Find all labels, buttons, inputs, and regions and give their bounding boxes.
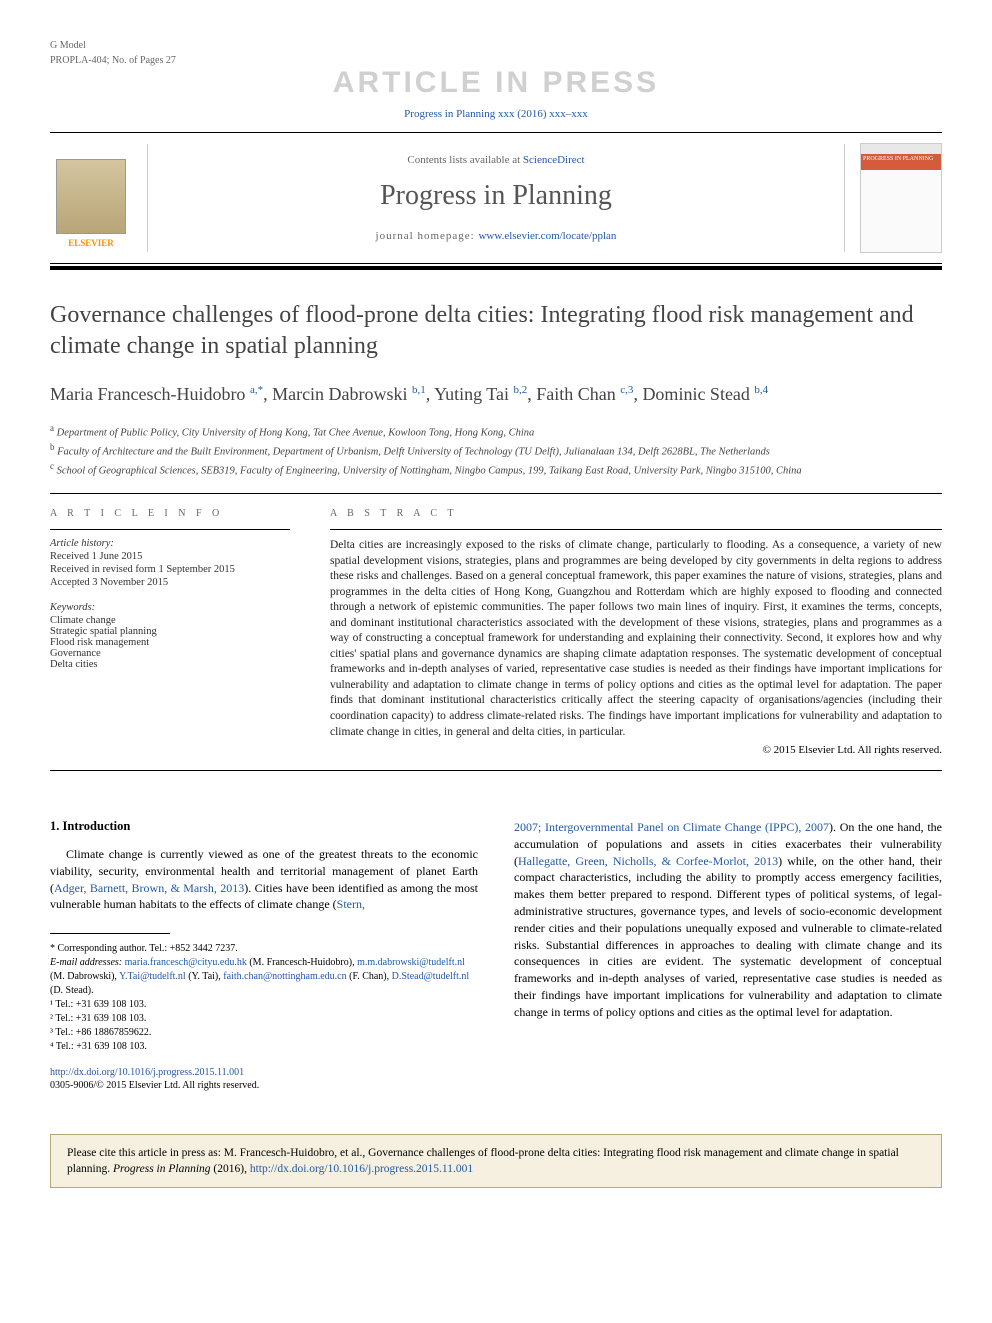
- tel-footnote: ⁴ Tel.: +31 639 108 103.: [50, 1040, 478, 1054]
- email-link[interactable]: faith.chan@nottingham.edu.cn: [223, 971, 346, 982]
- elsevier-tree-icon: [56, 159, 126, 234]
- introduction-heading: 1. Introduction: [50, 819, 478, 834]
- left-column: 1. Introduction Climate change is curren…: [50, 819, 478, 1092]
- elsevier-logo: ELSEVIER: [50, 148, 132, 248]
- running-header: G Model: [50, 40, 942, 51]
- history-line: Received 1 June 2015: [50, 551, 290, 562]
- affiliation-line: a Department of Public Policy, City Univ…: [50, 422, 942, 441]
- keyword: Flood risk management: [50, 637, 290, 648]
- history-line: Received in revised form 1 September 201…: [50, 564, 290, 575]
- journal-name: Progress in Planning: [168, 180, 824, 212]
- email-addresses: E-mail addresses: maria.francesch@cityu.…: [50, 956, 478, 998]
- keyword: Climate change: [50, 615, 290, 626]
- g-model-label: G Model: [50, 40, 86, 51]
- reference-link-hallegatte[interactable]: Hallegatte, Green, Nicholls, & Corfee-Mo…: [518, 854, 778, 868]
- info-divider: [50, 529, 290, 530]
- citation-line: Progress in Planning xxx (2016) xxx–xxx: [50, 108, 942, 120]
- tel-footnote: ³ Tel.: +86 18867859622.: [50, 1026, 478, 1040]
- info-abstract-row: A R T I C L E I N F O Article history: R…: [50, 508, 942, 770]
- doi-link[interactable]: http://dx.doi.org/10.1016/j.progress.201…: [50, 1067, 244, 1078]
- email-link[interactable]: m.m.dabrowski@tudelft.nl: [357, 957, 465, 968]
- citation-box: Please cite this article in press as: M.…: [50, 1134, 942, 1188]
- keywords-label: Keywords:: [50, 602, 290, 613]
- body-two-column: 1. Introduction Climate change is curren…: [50, 819, 942, 1092]
- abstract-copyright: © 2015 Elsevier Ltd. All rights reserved…: [330, 744, 942, 756]
- affiliations: a Department of Public Policy, City Univ…: [50, 422, 942, 480]
- reference-link-stern[interactable]: Stern,: [337, 897, 365, 911]
- intro-paragraph-1: Climate change is currently viewed as on…: [50, 846, 478, 913]
- keyword: Governance: [50, 648, 290, 659]
- footnote-divider: [50, 933, 170, 934]
- footnotes: * Corresponding author. Tel.: +852 3442 …: [50, 942, 478, 1054]
- thin-divider: [50, 493, 942, 494]
- journal-cover-thumb: PROGRESS IN PLANNING: [860, 143, 942, 253]
- tel-footnote: ² Tel.: +31 639 108 103.: [50, 1012, 478, 1026]
- email-link[interactable]: D.Stead@tudelft.nl: [392, 971, 470, 982]
- doi-block: http://dx.doi.org/10.1016/j.progress.201…: [50, 1066, 478, 1092]
- article-info-heading: A R T I C L E I N F O: [50, 508, 290, 519]
- journal-banner: ELSEVIER Contents lists available at Sci…: [50, 132, 942, 264]
- article-in-press-watermark: ARTICLE IN PRESS: [50, 66, 942, 100]
- author-list: Maria Francesch-Huidobro a,*, Marcin Dab…: [50, 382, 942, 407]
- issn-copyright: 0305-9006/© 2015 Elsevier Ltd. All right…: [50, 1080, 259, 1091]
- cover-title-bar: PROGRESS IN PLANNING: [861, 154, 941, 170]
- homepage-link[interactable]: www.elsevier.com/locate/pplan: [478, 230, 616, 242]
- journal-homepage: journal homepage: www.elsevier.com/locat…: [168, 230, 824, 242]
- abstract-text: Delta cities are increasingly exposed to…: [330, 538, 942, 740]
- reference-link-adger[interactable]: Adger, Barnett, Brown, & Marsh, 2013: [54, 881, 244, 895]
- keyword: Strategic spatial planning: [50, 626, 290, 637]
- article-info-column: A R T I C L E I N F O Article history: R…: [50, 508, 290, 756]
- abstract-column: A B S T R A C T Delta cities are increas…: [330, 508, 942, 756]
- affiliation-line: b Faculty of Architecture and the Built …: [50, 441, 942, 460]
- affiliation-line: c School of Geographical Sciences, SEB31…: [50, 460, 942, 479]
- reference-link-ipcc[interactable]: 2007; Intergovernmental Panel on Climate…: [514, 820, 829, 834]
- abstract-divider: [330, 529, 942, 530]
- keyword: Delta cities: [50, 659, 290, 670]
- thick-divider: [50, 266, 942, 270]
- history-line: Accepted 3 November 2015: [50, 577, 290, 588]
- contents-available: Contents lists available at ScienceDirec…: [168, 154, 824, 166]
- thin-divider-2: [50, 770, 942, 771]
- tel-footnote: ¹ Tel.: +31 639 108 103.: [50, 998, 478, 1012]
- email-link[interactable]: maria.francesch@cityu.edu.hk: [125, 957, 247, 968]
- history-label: Article history:: [50, 538, 290, 549]
- sciencedirect-link[interactable]: ScienceDirect: [523, 154, 585, 166]
- elsevier-label: ELSEVIER: [68, 238, 114, 248]
- intro-paragraph-2: 2007; Intergovernmental Panel on Climate…: [514, 819, 942, 1021]
- citebox-journal: Progress in Planning: [113, 1163, 211, 1175]
- article-id: PROPLA-404; No. of Pages 27: [50, 55, 942, 66]
- banner-middle: Contents lists available at ScienceDirec…: [147, 144, 845, 252]
- email-link[interactable]: Y.Tai@tudelft.nl: [119, 971, 186, 982]
- citebox-doi-link[interactable]: http://dx.doi.org/10.1016/j.progress.201…: [250, 1163, 473, 1175]
- right-column: 2007; Intergovernmental Panel on Climate…: [514, 819, 942, 1092]
- article-title: Governance challenges of flood-prone del…: [50, 300, 942, 362]
- abstract-heading: A B S T R A C T: [330, 508, 942, 519]
- corresponding-author: * Corresponding author. Tel.: +852 3442 …: [50, 942, 478, 956]
